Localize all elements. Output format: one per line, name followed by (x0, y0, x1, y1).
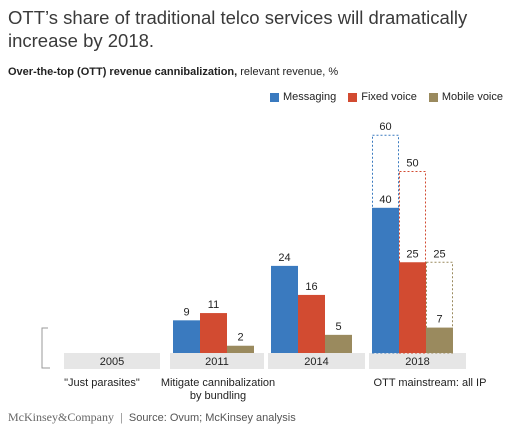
bar-messaging-2014 (271, 265, 298, 353)
footer: McKinsey&Company | Source: Ovum; McKinse… (8, 410, 296, 425)
data-label-messaging-2014: 24 (278, 252, 290, 264)
phase-label-1: Mitigate cannibalization by bundling (161, 377, 275, 402)
data-label-fixed-voice-2011: 11 (208, 299, 219, 311)
category-box-2018 (369, 353, 466, 369)
legend-label-fixed-voice: Fixed voice (361, 91, 417, 103)
legend-swatch-fixed-voice (348, 92, 358, 102)
data-label-messaging-2018: 40 (379, 194, 391, 206)
phase-label-0: "Just parasites" (64, 377, 140, 389)
data-label-fixed-voice-2018: 25 (406, 248, 418, 260)
legend: Messaging Fixed voice Mobile voice (270, 91, 503, 103)
projected-label-mobile-voice-2018: 25 (433, 248, 445, 260)
bar-mobile-voice-2011 (227, 345, 254, 353)
category-box-2011 (170, 353, 264, 369)
subtitle-rest: relevant revenue, % (237, 66, 339, 78)
brand-logo-text: McKinsey&Company (8, 410, 114, 424)
phase-label-2: OTT mainstream: all IP (374, 377, 487, 389)
category-box-2014 (268, 353, 365, 369)
projected-label-messaging-2018: 60 (379, 121, 391, 133)
axis-bracket (41, 327, 50, 369)
bar-mobile-voice-2014 (325, 334, 352, 353)
bar-fixed-voice-2018 (399, 262, 426, 353)
tick-label-2005: 2005 (100, 356, 124, 368)
data-label-bg-fixed-voice-2018 (403, 247, 422, 260)
tick-label-2018: 2018 (405, 356, 429, 368)
category-box-2005 (64, 353, 160, 369)
data-label-bg-messaging-2018 (376, 192, 395, 205)
bar-fixed-voice-2011 (200, 313, 227, 353)
legend-label-mobile-voice: Mobile voice (441, 91, 503, 103)
data-label-mobile-voice-2014: 5 (335, 321, 341, 333)
legend-swatch-messaging (270, 92, 280, 102)
projected-label-fixed-voice-2018: 50 (406, 158, 418, 170)
data-label-fixed-voice-2014: 16 (305, 281, 317, 293)
legend-label-messaging: Messaging (283, 91, 337, 103)
bar-fixed-voice-2014 (298, 294, 325, 353)
data-label-mobile-voice-2018: 7 (436, 314, 442, 326)
headline: OTT’s share of traditional telco service… (8, 7, 468, 51)
bar-messaging-2011 (173, 320, 200, 353)
tick-label-2011: 2011 (205, 356, 229, 368)
data-label-bg-mobile-voice-2018 (430, 312, 449, 325)
subtitle-bold: Over-the-top (OTT) revenue cannibalizati… (8, 66, 238, 78)
legend-swatch-mobile-voice (428, 92, 438, 102)
bar-mobile-voice-2018 (426, 327, 453, 353)
legend-item-fixed-voice: Fixed voice (348, 91, 417, 103)
tick-label-2014: 2014 (304, 356, 328, 368)
footer-separator: | (120, 411, 123, 424)
chart-subtitle: Over-the-top (OTT) revenue cannibalizati… (8, 66, 508, 78)
legend-item-mobile-voice: Mobile voice (428, 91, 503, 103)
data-label-messaging-2011: 9 (183, 306, 189, 318)
data-label-mobile-voice-2011: 2 (237, 332, 243, 344)
legend-item-messaging: Messaging (270, 91, 336, 103)
source-note: Source: Ovum; McKinsey analysis (128, 411, 296, 424)
bar-messaging-2018 (372, 207, 399, 353)
